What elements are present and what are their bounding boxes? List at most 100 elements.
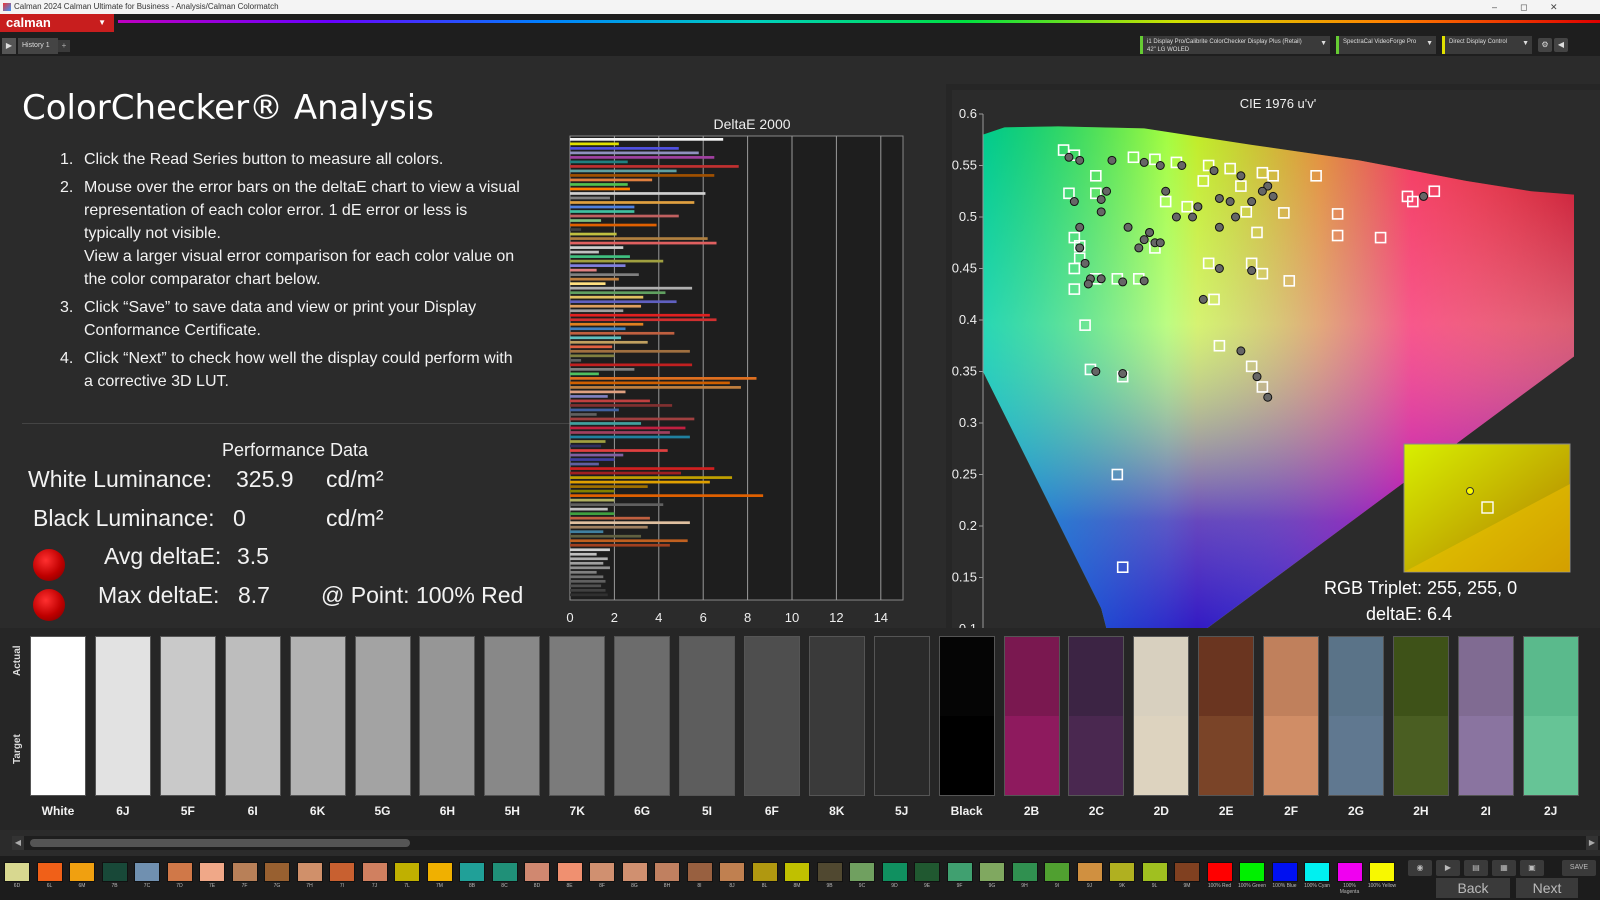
measured-point[interactable] xyxy=(1193,202,1203,212)
deltae-bar[interactable] xyxy=(570,156,715,159)
measured-point[interactable] xyxy=(1096,194,1106,204)
deltae-bar[interactable] xyxy=(570,147,679,150)
target-point[interactable] xyxy=(1090,170,1102,182)
color-chip[interactable] xyxy=(751,862,778,882)
deltae-bar[interactable] xyxy=(570,241,717,245)
measured-point[interactable] xyxy=(1247,197,1257,207)
measured-point[interactable] xyxy=(1118,277,1128,287)
color-chip[interactable] xyxy=(264,862,290,882)
measured-point[interactable] xyxy=(1096,274,1106,284)
deltae-bar[interactable] xyxy=(570,395,608,398)
color-swatch[interactable] xyxy=(30,636,86,796)
deltae-bar[interactable] xyxy=(570,566,610,570)
color-chip[interactable] xyxy=(134,862,160,882)
target-point[interactable] xyxy=(1159,195,1172,208)
color-chip[interactable] xyxy=(394,862,420,882)
deltae-bar[interactable] xyxy=(570,575,604,579)
deltae-bar[interactable] xyxy=(570,277,619,281)
deltae-bar[interactable] xyxy=(570,205,635,209)
deltae-bar[interactable] xyxy=(570,593,608,597)
measured-point[interactable] xyxy=(1214,264,1224,273)
color-chip[interactable] xyxy=(231,862,258,882)
deltae-bar[interactable] xyxy=(570,516,650,520)
color-swatch[interactable] xyxy=(549,636,606,796)
measured-point[interactable] xyxy=(1236,171,1246,181)
horizontal-scrollbar[interactable]: ◀ ▶ xyxy=(12,836,1600,850)
target-point[interactable] xyxy=(1181,200,1193,213)
play-icon[interactable]: ▶ xyxy=(2,38,16,54)
color-chip[interactable] xyxy=(881,862,908,882)
deltae-bar[interactable] xyxy=(570,192,706,195)
deltae-bar[interactable] xyxy=(570,372,599,376)
target-point[interactable] xyxy=(1331,208,1344,220)
deltae-bar[interactable] xyxy=(570,178,653,182)
deltae-bar[interactable] xyxy=(570,331,675,335)
color-swatch[interactable] xyxy=(354,636,411,796)
measured-point[interactable] xyxy=(1225,197,1235,207)
color-chip[interactable] xyxy=(1369,862,1395,882)
color-chip[interactable] xyxy=(1239,862,1265,882)
deltae-bar[interactable] xyxy=(570,259,664,263)
deltae-bar[interactable] xyxy=(570,449,668,452)
target-point[interactable] xyxy=(1428,185,1441,198)
target-point[interactable] xyxy=(1111,468,1124,481)
deltae-bar[interactable] xyxy=(570,174,715,177)
color-swatch[interactable] xyxy=(614,636,671,796)
deltae-bar[interactable] xyxy=(570,381,730,385)
color-chip[interactable] xyxy=(621,862,648,882)
deltae-bar[interactable] xyxy=(570,503,664,506)
measured-point[interactable] xyxy=(1214,222,1224,232)
color-swatch[interactable] xyxy=(419,636,476,796)
color-swatch[interactable] xyxy=(159,636,216,796)
deltae-bar[interactable] xyxy=(570,408,619,412)
deltae-bar[interactable] xyxy=(570,246,624,249)
display-control-selector[interactable]: Direct Display Control ▼ xyxy=(1442,36,1532,54)
color-chip[interactable] xyxy=(589,862,615,882)
measured-point[interactable] xyxy=(1096,207,1106,217)
deltae-bar[interactable] xyxy=(570,494,764,497)
deltae-bar[interactable] xyxy=(570,187,630,191)
color-chip[interactable] xyxy=(491,862,518,882)
deltae-bar[interactable] xyxy=(570,467,715,470)
deltae-bar[interactable] xyxy=(570,322,644,326)
color-swatch[interactable] xyxy=(873,636,930,796)
color-chip[interactable] xyxy=(1206,862,1233,882)
deltae-bar[interactable] xyxy=(570,264,626,267)
color-chip[interactable] xyxy=(556,862,583,882)
deltae-bar[interactable] xyxy=(570,183,628,186)
deltae-bar[interactable] xyxy=(570,413,597,416)
color-swatch[interactable] xyxy=(1392,636,1449,796)
measured-point[interactable] xyxy=(1161,186,1171,196)
deltae-bar[interactable] xyxy=(570,530,604,534)
color-chip[interactable] xyxy=(849,862,875,882)
deltae-bar[interactable] xyxy=(570,358,582,362)
color-chip[interactable] xyxy=(166,862,193,882)
deltae-bar[interactable] xyxy=(570,422,642,425)
measured-point[interactable] xyxy=(1139,157,1149,167)
deltae-bar[interactable] xyxy=(570,377,757,380)
target-point[interactable] xyxy=(1068,262,1081,275)
deltae-bar[interactable] xyxy=(570,151,699,155)
color-chip[interactable] xyxy=(199,862,225,882)
measured-point[interactable] xyxy=(1177,161,1187,170)
target-point[interactable] xyxy=(1283,275,1296,287)
measured-point[interactable] xyxy=(1171,212,1181,222)
deltae-bar[interactable] xyxy=(570,579,606,583)
color-swatch[interactable] xyxy=(743,636,800,796)
color-swatch[interactable] xyxy=(1068,636,1125,796)
color-swatch[interactable] xyxy=(1198,636,1255,796)
measured-point[interactable] xyxy=(1247,266,1257,276)
lock-icon[interactable]: ▣ xyxy=(1520,860,1544,876)
tab-history-1[interactable]: History 1 xyxy=(18,38,58,54)
minimize-icon[interactable]: – xyxy=(1492,2,1498,12)
deltae-bar[interactable] xyxy=(570,309,624,313)
color-chip[interactable] xyxy=(686,862,713,882)
target-point[interactable] xyxy=(1240,206,1253,218)
target-point[interactable] xyxy=(1202,159,1215,172)
back-button[interactable]: Back xyxy=(1436,878,1510,898)
measured-point[interactable] xyxy=(1257,186,1267,196)
color-chip[interactable] xyxy=(1304,862,1330,882)
measured-point[interactable] xyxy=(1419,191,1429,201)
deltae-bar[interactable] xyxy=(570,282,606,286)
target-point[interactable] xyxy=(1197,175,1210,187)
